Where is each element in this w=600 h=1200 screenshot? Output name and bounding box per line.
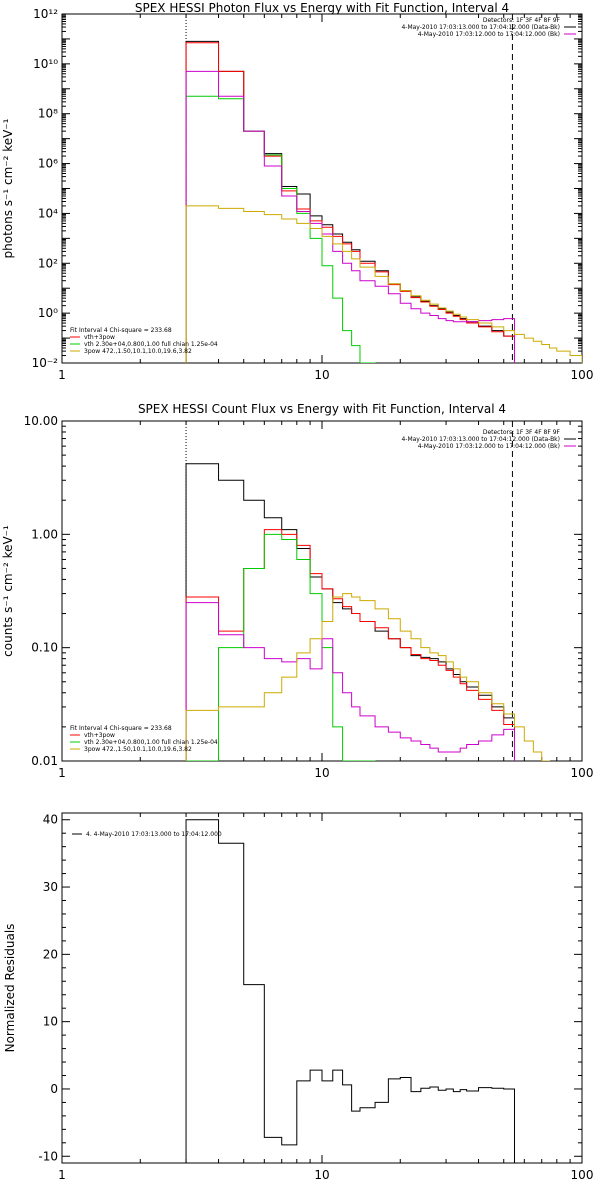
chart-title: SPEX HESSI Count Flux vs Energy with Fit… xyxy=(138,402,506,416)
legend-entry: vth+3pow xyxy=(84,334,115,341)
y-tick-label: 10 xyxy=(43,1015,58,1029)
annotation-text: 4-May-2010 17:03:13.000 to 17:04:12.000 … xyxy=(401,436,560,443)
photon-flux-panel: SPEX HESSI Photon Flux vs Energy with Fi… xyxy=(1,1,593,382)
series-line-4 xyxy=(185,593,551,761)
legend-entry: Fit Interval 4 Chi-square = 233.68 xyxy=(70,725,172,732)
x-tick-label: 1 xyxy=(58,368,66,382)
series-line-1 xyxy=(185,529,515,761)
x-tick-label: 100 xyxy=(571,766,594,780)
y-tick-label: 10¹² xyxy=(33,7,58,21)
x-tick-label: 100 xyxy=(571,368,594,382)
y-axis-label: Normalized Residuals xyxy=(3,924,17,1053)
series-line-3 xyxy=(185,70,515,363)
chart-title: SPEX HESSI Photon Flux vs Energy with Fi… xyxy=(135,1,509,15)
y-tick-label: 10¹⁰ xyxy=(33,57,58,71)
y-tick-label: 10⁻² xyxy=(32,356,59,370)
y-tick-label: 0 xyxy=(50,1082,58,1096)
y-tick-label: 10.00 xyxy=(24,414,58,428)
legend-entry: vth 2.30e+04,0.800,1.00 full chian 1.25e… xyxy=(84,739,218,746)
series-line-2 xyxy=(185,95,376,363)
y-tick-label: 10⁰ xyxy=(38,306,58,320)
plot-frame xyxy=(61,13,583,364)
y-tick-label: 10⁴ xyxy=(38,206,58,220)
y-tick-label: 1.00 xyxy=(31,527,58,541)
annotation-text: 4-May-2010 17:03:12.000 to 17:04:12.000 … xyxy=(418,443,560,450)
plot-frame xyxy=(61,812,583,1164)
legend-entry: vth 2.30e+04,0.800,1.00 full chian 1.25e… xyxy=(84,341,218,348)
series-line-4 xyxy=(185,205,582,363)
residuals-panel: Normalized Residuals 1 10 100 -10 0 10 20 30 40 4.… xyxy=(3,812,594,1182)
x-tick-label: 10 xyxy=(314,1168,329,1182)
y-tick-label: 40 xyxy=(43,813,58,827)
x-tick-label: 100 xyxy=(571,1168,594,1182)
y-axis-label: photons s⁻¹ cm⁻² keV⁻¹ xyxy=(1,118,15,258)
legend-entry: vth+3pow xyxy=(84,732,115,739)
x-tick-label: 10 xyxy=(314,766,329,780)
y-tick-label: 0.10 xyxy=(31,641,58,655)
series-line-3 xyxy=(185,602,515,761)
x-tick-label: 10 xyxy=(314,368,329,382)
y-tick-label: 10⁶ xyxy=(38,157,58,171)
y-tick-label: -10 xyxy=(38,1149,58,1163)
legend-entry: 3pow 472.,1.50,10.1,10.0,19.6,3.82 xyxy=(84,746,192,753)
annotation-text: Detectors: 1F 3F 4F 8F 9F xyxy=(483,429,561,436)
annotation-text: 4-May-2010 17:03:12.000 to 17:04:12.000 … xyxy=(418,31,560,38)
series-line-0 xyxy=(185,819,515,1163)
series-line-2 xyxy=(185,533,376,761)
series-line-0 xyxy=(185,40,515,363)
legend-entry: 4. 4-May-2010 17:03:13.000 to 17:04:12.0… xyxy=(86,831,222,838)
x-tick-label: 1 xyxy=(58,766,66,780)
y-tick-label: 10⁸ xyxy=(38,107,58,121)
y-tick-label: 20 xyxy=(43,947,58,961)
y-tick-label: 10² xyxy=(38,256,58,270)
x-tick-label: 1 xyxy=(58,1168,66,1182)
series-line-0 xyxy=(185,463,515,761)
legend-entry: 3pow 472.,1.50,10.1,10.0,19.6,3.82 xyxy=(84,348,192,355)
legend-entry: Fit Interval 4 Chi-square = 233.68 xyxy=(70,327,172,334)
annotation-text: Detectors: 1F 3F 4F 8F 9F xyxy=(483,17,561,24)
y-tick-label: 0.01 xyxy=(31,754,58,768)
y-tick-label: 30 xyxy=(43,880,58,894)
annotation-text: 4-May-2010 17:03:13.000 to 17:04:12.000 … xyxy=(401,24,560,31)
y-axis-label: counts s⁻¹ cm⁻² keV⁻¹ xyxy=(1,525,15,657)
count-flux-panel: SPEX HESSI Count Flux vs Energy with Fit… xyxy=(1,402,593,780)
